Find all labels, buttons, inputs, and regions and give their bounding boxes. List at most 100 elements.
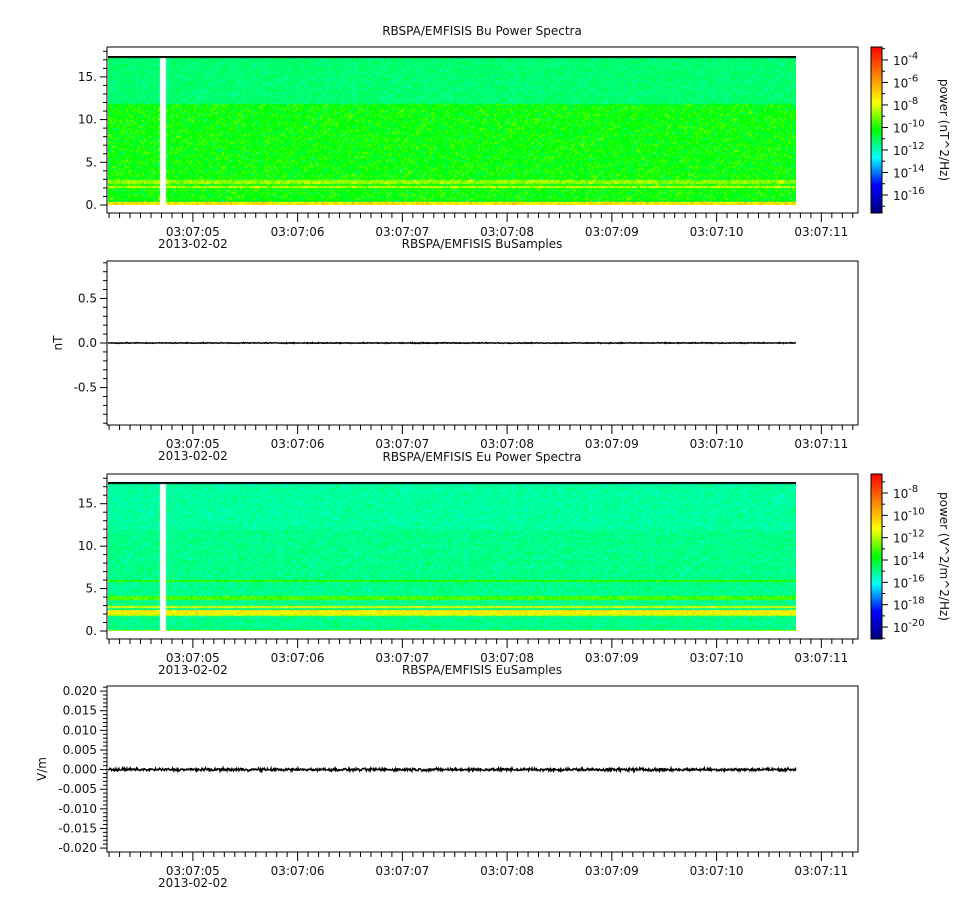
date-label: 2013-02-02	[158, 663, 228, 677]
y-tick-label: 15.	[78, 70, 97, 84]
colorbar-scale	[870, 46, 883, 214]
tick-base: 10	[893, 144, 908, 158]
tick-base: 10	[893, 554, 908, 568]
chart-title: RBSPA/EMFISIS BuSamples	[402, 237, 563, 251]
date-label: 2013-02-02	[158, 876, 228, 890]
x-tick-label: 03:07:10	[690, 225, 744, 239]
tick-exponent: -10	[908, 118, 924, 129]
colorbar-scale	[870, 473, 883, 640]
tick-exponent: -20	[908, 618, 924, 629]
x-tick-label: 03:07:05	[166, 437, 220, 451]
chart-title: RBSPA/EMFISIS Bu Power Spectra	[382, 24, 582, 38]
x-tick-label: 03:07:08	[480, 437, 534, 451]
x-tick-label: 03:07:11	[794, 225, 848, 239]
x-tick-label: 03:07:09	[585, 651, 639, 665]
colorbar-tick-label: 10-12	[893, 141, 925, 158]
y-axis-label: nT	[51, 335, 65, 351]
tick-base: 10	[893, 54, 908, 68]
y-tick-label: -0.010	[58, 802, 97, 816]
spectrogram-image	[108, 56, 796, 205]
y-tick-label: -0.005	[58, 782, 97, 796]
tick-exponent: -16	[908, 186, 924, 197]
tick-exponent: -14	[908, 551, 924, 562]
y-tick-label: 0.	[86, 624, 97, 638]
tick-base: 10	[893, 532, 908, 546]
tick-base: 10	[893, 76, 908, 90]
y-tick-label: 15.	[78, 497, 97, 511]
panel-4: RBSPA/EMFISIS EuSamples V/m 03:07:05 03:07:…	[35, 663, 859, 890]
x-tick-label: 03:07:11	[794, 651, 848, 665]
tick-exponent: -14	[908, 163, 924, 174]
y-tick-label: -0.5	[74, 381, 97, 395]
x-tick-label: 03:07:05	[166, 864, 220, 878]
colorbar-tick-label: 10-4	[893, 51, 918, 68]
y-tick-label: 0.0	[78, 336, 97, 350]
chart-title: RBSPA/EMFISIS Eu Power Spectra	[383, 450, 582, 464]
x-tick-label: 03:07:10	[690, 437, 744, 451]
colorbar-tick-label: 10-6	[893, 73, 918, 90]
tick-base: 10	[893, 121, 908, 135]
signal-trace	[107, 340, 797, 345]
y-tick-label: 0.005	[63, 743, 97, 757]
chart-title: RBSPA/EMFISIS EuSamples	[402, 663, 562, 677]
plot-frame	[106, 46, 859, 214]
y-tick-label: 5.	[86, 582, 97, 596]
y-tick-label: 0.010	[63, 723, 97, 737]
tick-base: 10	[893, 599, 908, 613]
tick-base: 10	[893, 166, 908, 180]
colorbar-tick-label: 10-16	[893, 186, 925, 203]
panel-3: RBSPA/EMFISIS Eu Power Spectra10-810-101…	[78, 450, 951, 677]
x-tick-label: 03:07:09	[585, 225, 639, 239]
x-tick-label: 03:07:10	[690, 651, 744, 665]
plot-frame	[106, 685, 859, 853]
tick-base: 10	[893, 99, 908, 113]
colorbar-label: power (V^2/m^2/Hz)	[937, 492, 951, 621]
x-tick-label: 03:07:10	[690, 864, 744, 878]
tick-exponent: -18	[908, 596, 924, 607]
tick-exponent: -6	[908, 73, 918, 84]
x-tick-label: 03:07:06	[271, 225, 325, 239]
x-tick-label: 03:07:09	[585, 864, 639, 878]
y-tick-label: 0.020	[63, 684, 97, 698]
colorbar-tick-label: 10-8	[893, 96, 918, 113]
x-tick-label: 03:07:07	[375, 437, 429, 451]
x-tick-label: 03:07:09	[585, 437, 639, 451]
x-tick-label: 03:07:11	[794, 864, 848, 878]
tick-exponent: -16	[908, 573, 924, 584]
colorbar-tick-label: 10-16	[893, 573, 925, 590]
signal-trace	[107, 765, 797, 774]
tick-base: 10	[893, 487, 908, 501]
colorbar-tick-label: 10-18	[893, 596, 925, 613]
y-tick-label: -0.015	[58, 821, 97, 835]
y-tick-label: 0.000	[63, 763, 97, 777]
x-tick-label: 03:07:06	[271, 437, 325, 451]
x-tick-label: 03:07:06	[271, 651, 325, 665]
tick-exponent: -8	[908, 484, 918, 495]
y-tick-label: 10.	[78, 539, 97, 553]
y-tick-label: 0.5	[78, 291, 97, 305]
x-tick-label: 03:07:06	[271, 864, 325, 878]
tick-exponent: -10	[908, 506, 924, 517]
tick-exponent: -12	[908, 529, 924, 540]
tick-exponent: -8	[908, 96, 918, 107]
panel-1: RBSPA/EMFISIS Bu Power Spectra10-410-610…	[78, 24, 951, 251]
colorbar-tick-label: 10-10	[893, 506, 925, 523]
panel-2: RBSPA/EMFISIS BuSamples nT 03:07:05 03:07:0…	[51, 237, 859, 463]
y-tick-label: -0.020	[58, 841, 97, 855]
x-tick-label: 03:07:05	[166, 651, 220, 665]
x-tick-label: 03:07:07	[375, 651, 429, 665]
tick-exponent: -4	[908, 51, 918, 62]
colorbar-tick-label: 10-10	[893, 118, 925, 135]
y-axis-label: V/m	[35, 757, 49, 781]
date-label: 2013-02-02	[158, 237, 228, 251]
tick-base: 10	[893, 189, 908, 203]
x-tick-label: 03:07:08	[480, 864, 534, 878]
colorbar-tick-label: 10-14	[893, 551, 925, 568]
tick-exponent: -12	[908, 141, 924, 152]
colorbar-tick-label: 10-12	[893, 529, 925, 546]
y-tick-label: 5.	[86, 155, 97, 169]
x-tick-label: 03:07:05	[166, 225, 220, 239]
y-tick-label: 0.	[86, 198, 97, 212]
